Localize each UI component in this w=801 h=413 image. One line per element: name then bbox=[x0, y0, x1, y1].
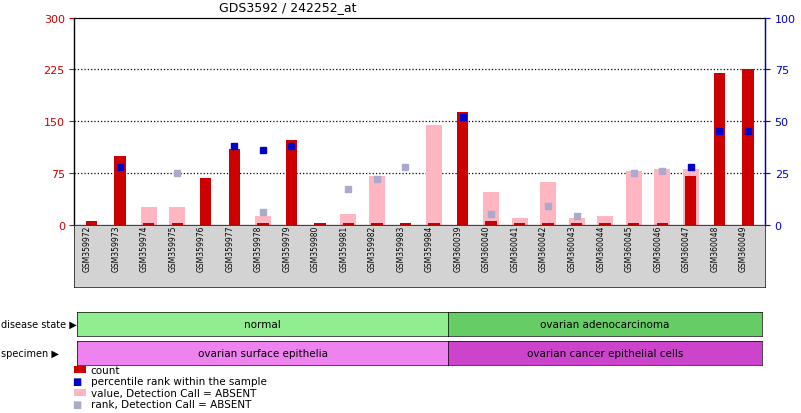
Bar bbox=[743, 70, 754, 225]
Bar bbox=[343, 224, 354, 225]
Bar bbox=[257, 224, 268, 225]
Text: ■: ■ bbox=[72, 399, 82, 409]
Text: ovarian cancer epithelial cells: ovarian cancer epithelial cells bbox=[527, 348, 683, 358]
Bar bbox=[371, 224, 383, 225]
Bar bbox=[314, 224, 325, 225]
Text: ovarian adenocarcinoma: ovarian adenocarcinoma bbox=[541, 319, 670, 329]
Bar bbox=[598, 217, 614, 225]
Text: specimen ▶: specimen ▶ bbox=[1, 348, 58, 358]
Text: ■: ■ bbox=[72, 376, 82, 386]
Bar bbox=[255, 217, 271, 225]
Bar bbox=[514, 224, 525, 225]
Bar bbox=[540, 183, 556, 225]
Bar bbox=[457, 113, 469, 225]
Bar bbox=[86, 222, 97, 225]
Bar bbox=[657, 224, 668, 225]
Text: disease state ▶: disease state ▶ bbox=[1, 319, 77, 329]
Bar bbox=[340, 215, 356, 225]
Bar bbox=[512, 218, 528, 225]
Bar bbox=[141, 208, 157, 225]
Bar bbox=[485, 222, 497, 225]
Bar bbox=[228, 150, 240, 225]
Bar bbox=[369, 177, 385, 225]
Bar bbox=[628, 224, 639, 225]
Bar bbox=[115, 156, 126, 225]
Bar bbox=[569, 218, 585, 225]
Bar bbox=[400, 224, 411, 225]
Bar bbox=[200, 178, 211, 225]
Bar bbox=[286, 141, 297, 225]
Bar bbox=[685, 177, 697, 225]
Bar bbox=[571, 224, 582, 225]
Bar bbox=[171, 224, 183, 225]
Bar bbox=[626, 171, 642, 225]
Text: GDS3592 / 242252_at: GDS3592 / 242252_at bbox=[219, 2, 356, 14]
Text: normal: normal bbox=[244, 319, 281, 329]
Bar bbox=[426, 125, 442, 225]
Bar bbox=[429, 224, 440, 225]
Bar bbox=[483, 192, 499, 225]
Text: percentile rank within the sample: percentile rank within the sample bbox=[91, 376, 267, 386]
Bar bbox=[654, 170, 670, 225]
Text: ovarian surface epithelia: ovarian surface epithelia bbox=[198, 348, 328, 358]
Bar bbox=[542, 224, 553, 225]
Bar bbox=[682, 170, 698, 225]
Text: value, Detection Call = ABSENT: value, Detection Call = ABSENT bbox=[91, 388, 256, 398]
Bar bbox=[169, 208, 185, 225]
Bar bbox=[599, 224, 611, 225]
Bar bbox=[143, 224, 155, 225]
Text: rank, Detection Call = ABSENT: rank, Detection Call = ABSENT bbox=[91, 399, 251, 409]
Bar bbox=[714, 74, 725, 225]
Text: count: count bbox=[91, 365, 120, 375]
